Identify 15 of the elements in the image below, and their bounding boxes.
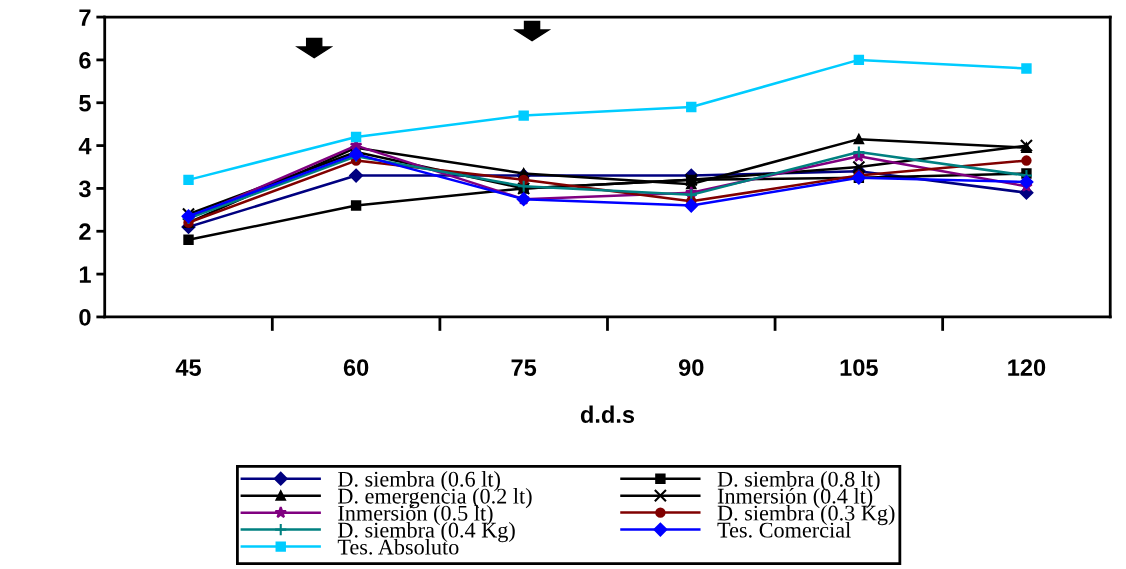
x-axis-title: d.d.s bbox=[580, 405, 635, 423]
y-tick-label: 7 bbox=[79, 9, 91, 26]
x-tick-label: 90 bbox=[678, 359, 704, 376]
x-tick-label: 75 bbox=[511, 359, 537, 376]
x-tick-label: 45 bbox=[175, 359, 201, 376]
y-tick-label: 6 bbox=[79, 51, 91, 69]
y-tick-label: 1 bbox=[79, 266, 91, 283]
y-tick-label: 2 bbox=[79, 223, 91, 240]
x-tick-label: 120 bbox=[1008, 359, 1046, 376]
x-tick-label: 105 bbox=[840, 359, 878, 376]
y-tick-label: 3 bbox=[78, 180, 91, 198]
y-tick-label: 5 bbox=[79, 95, 91, 112]
y-tick-label: 0 bbox=[79, 309, 91, 326]
y-tick-label: 4 bbox=[78, 137, 92, 155]
x-tick-label: 60 bbox=[343, 359, 369, 376]
